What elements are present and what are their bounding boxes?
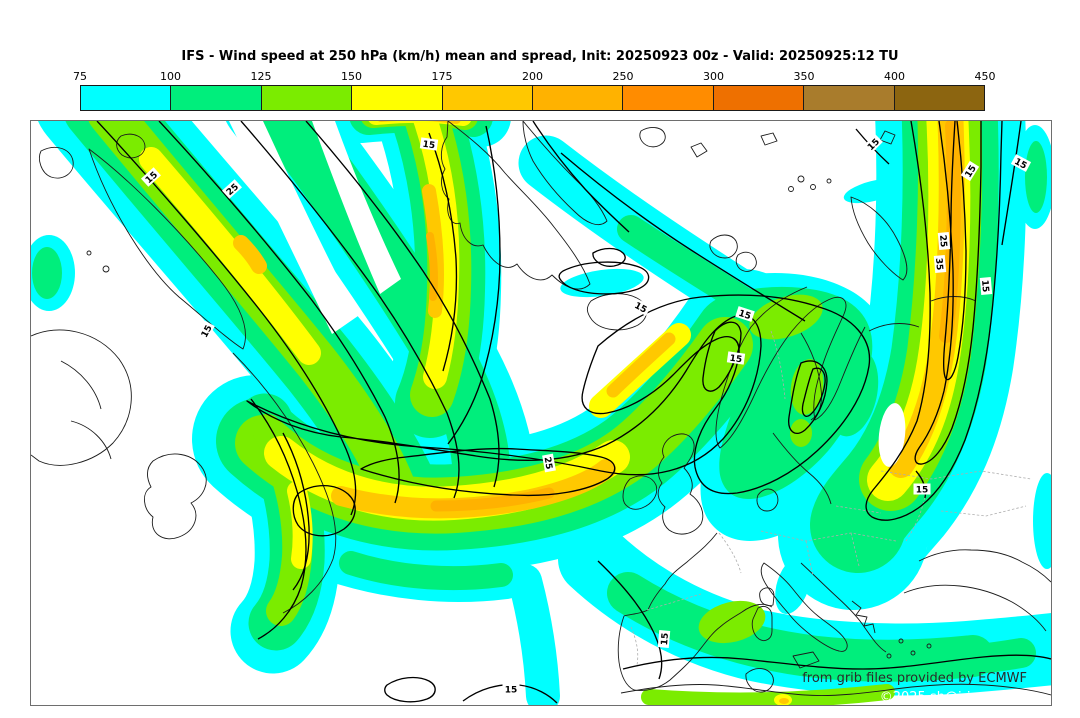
colorbar-tick: 150 xyxy=(341,70,362,83)
colorbar-tick: 250 xyxy=(612,70,634,83)
dry-slots xyxy=(229,121,401,334)
svg-text:25: 25 xyxy=(937,234,948,247)
colorbar-tick: 100 xyxy=(160,70,181,83)
svg-text:35: 35 xyxy=(933,257,944,270)
contour-label: 25 xyxy=(937,232,951,250)
colorbar-tick: 175 xyxy=(431,70,453,83)
map-frame: 15 25 15 15 15 15 15 25 15 15 15 15 15 25 35 15 15 from … xyxy=(30,120,1052,706)
colorbar-segment xyxy=(893,86,985,110)
colorbar-ticks: 75 100 125 150 175 200 250 300 350 400 450 xyxy=(73,70,996,85)
contour-label: 15 xyxy=(502,683,520,696)
contour-label: 15 xyxy=(913,483,931,496)
colorbar-segment xyxy=(260,86,352,110)
contour-label: 15 xyxy=(979,277,993,295)
svg-text:15: 15 xyxy=(729,354,743,366)
colorbar-tick: 450 xyxy=(974,70,996,83)
attribution-copyright: ©2025 sb@irizone.net xyxy=(880,690,1027,705)
colorbar-tick: 200 xyxy=(522,70,543,83)
svg-text:25: 25 xyxy=(542,456,554,470)
colorbar-tick: 75 xyxy=(73,70,87,83)
colorbar-segment xyxy=(170,86,261,110)
contour-label: 15 xyxy=(630,298,652,316)
colorbar-segment xyxy=(803,86,894,110)
svg-text:15: 15 xyxy=(979,279,990,292)
colorbar-segment xyxy=(712,86,804,110)
colorbar-wrap: 75 100 125 150 175 200 250 300 350 400 450 xyxy=(73,70,996,111)
colorbar-tick: 350 xyxy=(793,70,815,83)
attribution-source: from grib files provided by ECMWF xyxy=(802,671,1027,686)
svg-text:15: 15 xyxy=(916,486,929,496)
colorbar-tick: 125 xyxy=(250,70,272,83)
colorbar-segment xyxy=(81,86,171,110)
spread-contours xyxy=(96,121,1051,704)
country-borders xyxy=(630,330,1032,666)
contour-label: 35 xyxy=(933,255,947,273)
colorbar-tick: 300 xyxy=(703,70,724,83)
colorbar-segment xyxy=(441,86,533,110)
coastlines xyxy=(31,121,1051,696)
colorbar-segment xyxy=(532,86,623,110)
colorbar-segment xyxy=(351,86,442,110)
contour-label: 15 xyxy=(657,630,671,648)
contour-label: 15 xyxy=(419,137,439,152)
colorbar-segment xyxy=(622,86,713,110)
svg-text:15: 15 xyxy=(505,686,518,696)
contour-label: 15 xyxy=(726,351,746,366)
svg-text:15: 15 xyxy=(737,309,752,322)
jet-hook-hole xyxy=(878,403,906,467)
svg-text:15: 15 xyxy=(660,632,671,645)
colorbar xyxy=(80,85,985,111)
svg-text:15: 15 xyxy=(422,140,436,152)
contour-label: 15 xyxy=(735,306,755,322)
contour-label: 25 xyxy=(542,453,556,473)
chart-title: IFS - Wind speed at 250 hPa (km/h) mean … xyxy=(181,49,899,64)
colorbar-tick: 400 xyxy=(884,70,905,83)
